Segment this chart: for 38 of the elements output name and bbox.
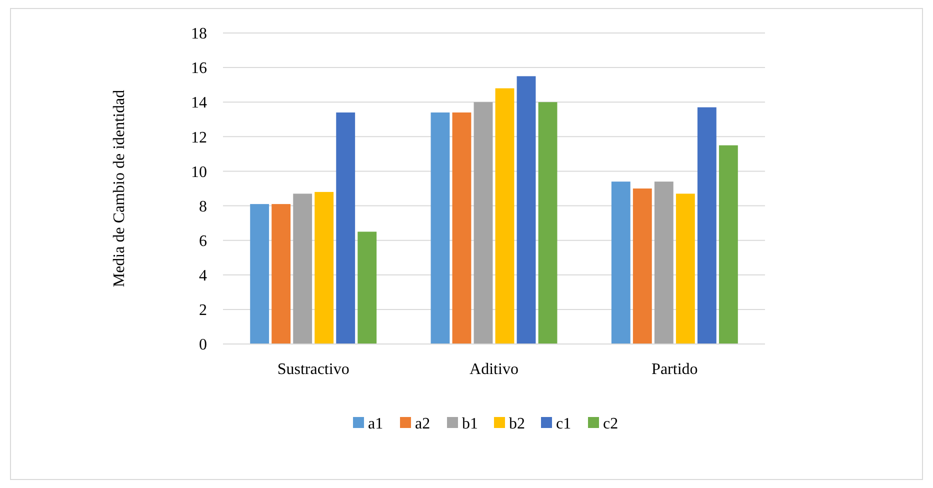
bar xyxy=(611,182,630,344)
bar xyxy=(336,112,356,344)
y-tick-label: 6 xyxy=(199,232,207,250)
y-tick-label: 14 xyxy=(191,94,207,112)
y-tick-label: 10 xyxy=(191,164,207,181)
legend-label: c2 xyxy=(603,416,618,433)
y-tick-label: 8 xyxy=(199,198,207,216)
bar xyxy=(516,76,536,344)
bar xyxy=(718,145,738,344)
y-tick-label: 4 xyxy=(199,267,207,284)
legend-label: b1 xyxy=(462,416,478,433)
legend-label: c1 xyxy=(556,416,572,433)
x-tick-label: Aditivo xyxy=(470,361,518,378)
y-tick-label: 12 xyxy=(191,129,207,146)
bar xyxy=(358,232,377,344)
x-tick-label: Partido xyxy=(652,361,698,378)
y-tick-label: 0 xyxy=(199,336,207,354)
legend-label: b2 xyxy=(509,416,525,433)
bar xyxy=(474,102,493,344)
bar xyxy=(293,194,312,344)
bar xyxy=(495,88,514,344)
bar xyxy=(452,112,472,344)
bar xyxy=(538,102,558,344)
x-tick-label: Sustractivo xyxy=(277,361,350,378)
legend-label: a2 xyxy=(415,416,430,433)
bar xyxy=(250,204,270,344)
bar xyxy=(676,194,695,344)
legend-label: a1 xyxy=(368,416,384,433)
bar xyxy=(697,107,716,344)
y-tick-label: 16 xyxy=(191,60,207,78)
bar xyxy=(632,188,652,344)
y-tick-label: 2 xyxy=(199,302,207,320)
bar xyxy=(654,182,674,344)
y-axis-title: Media de Cambio de identidad xyxy=(111,90,128,288)
bar xyxy=(272,204,291,344)
bar xyxy=(430,112,450,344)
y-tick-label: 18 xyxy=(191,26,207,43)
bar xyxy=(314,192,334,344)
